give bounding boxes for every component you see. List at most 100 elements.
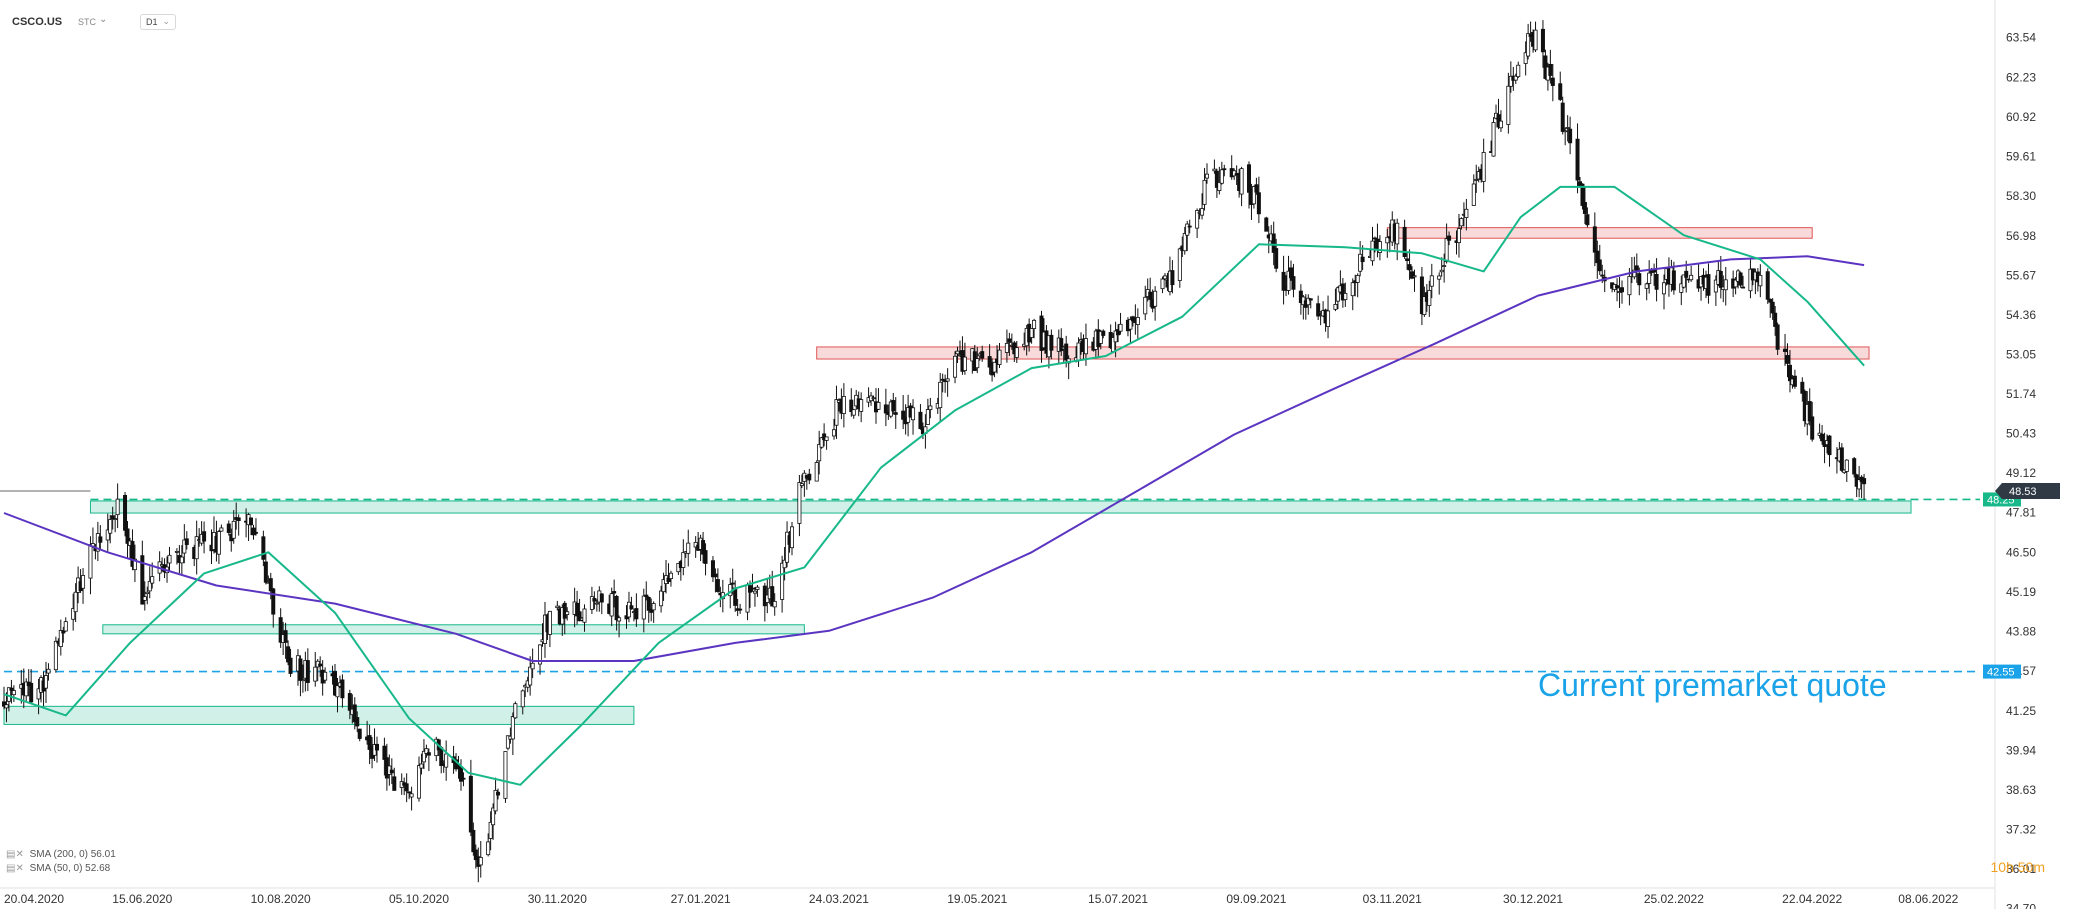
candle-body — [1143, 296, 1148, 315]
candle-body — [1160, 278, 1165, 290]
candle — [891, 392, 896, 415]
candle-body — [145, 591, 150, 594]
candle — [1442, 253, 1447, 283]
candle-body — [750, 587, 755, 590]
candle — [73, 583, 78, 623]
candle — [649, 598, 654, 622]
candle-body — [81, 575, 86, 589]
legend-sma200[interactable]: ▤✕ SMA (200, 0) 56.01 — [6, 849, 116, 860]
candle — [940, 373, 945, 393]
candle-body — [110, 515, 115, 519]
candle-body — [231, 520, 236, 539]
candle — [752, 586, 757, 607]
candle — [594, 599, 599, 612]
candle — [668, 570, 673, 587]
candle — [1101, 329, 1106, 339]
legend-sma50[interactable]: ▤✕ SMA (50, 0) 52.68 — [6, 863, 110, 874]
candle-body — [347, 693, 352, 711]
candle-body — [278, 617, 283, 643]
candle — [710, 556, 715, 583]
last-price-label: 48.53 — [2009, 486, 2037, 498]
candle — [382, 737, 387, 776]
candle-body — [901, 410, 906, 420]
candle-body — [659, 590, 664, 607]
candle-body — [1508, 75, 1513, 87]
y-tick-label: 36.01 — [2006, 862, 2036, 876]
sma200-line — [3, 255, 1865, 662]
candle — [1508, 61, 1513, 93]
candle-body — [184, 538, 189, 545]
y-tick-label: 34.70 — [2006, 902, 2036, 909]
x-tick-label: 30.11.2020 — [528, 892, 587, 906]
candle — [701, 531, 706, 564]
candle-body — [36, 688, 41, 700]
candle-body — [883, 404, 888, 414]
candle — [1246, 161, 1251, 209]
candle-body — [629, 605, 634, 610]
candle — [333, 664, 338, 697]
candle-body — [1738, 272, 1743, 286]
candle — [883, 388, 888, 427]
candle-body — [249, 517, 254, 526]
candle-body — [1182, 233, 1187, 252]
symbol-label[interactable]: CSCO.US — [12, 16, 63, 28]
candle — [1592, 212, 1597, 267]
interval-select[interactable]: D1 ⌄ — [140, 14, 176, 30]
candle — [1219, 161, 1224, 185]
candle-body — [1306, 297, 1311, 306]
candle-body — [174, 550, 179, 553]
candle — [1116, 324, 1121, 343]
candle — [819, 436, 824, 449]
candle-body — [473, 849, 478, 861]
candle — [1471, 174, 1476, 206]
candle — [1202, 167, 1207, 211]
x-tick-label: 15.06.2020 — [112, 892, 172, 906]
candle-body — [1385, 236, 1390, 244]
candle-body — [831, 429, 836, 437]
candle — [298, 655, 303, 697]
candle — [666, 563, 671, 584]
candle-body — [1064, 343, 1069, 361]
candle-body — [1004, 342, 1009, 353]
candle-body — [1689, 274, 1694, 281]
candle — [609, 587, 614, 627]
x-tick-label: 19.05.2021 — [947, 892, 1007, 906]
candle-body — [893, 412, 898, 415]
candle — [1407, 249, 1412, 280]
candle-body — [876, 401, 881, 410]
y-tick-label: 62.23 — [2006, 70, 2036, 84]
candle-body — [389, 769, 394, 774]
candle — [831, 418, 836, 440]
candle-body — [661, 579, 666, 593]
candle-body — [1597, 259, 1602, 272]
candle — [1741, 275, 1746, 289]
candle-body — [577, 611, 582, 622]
candle-body — [807, 473, 812, 481]
candle-body — [486, 841, 491, 856]
candle-body — [305, 660, 310, 683]
candle-body — [150, 576, 155, 584]
candle-body — [113, 518, 118, 521]
candle-body — [1661, 282, 1666, 295]
candle — [780, 555, 785, 613]
candle-body — [1444, 238, 1449, 263]
candle — [53, 636, 58, 673]
candle-body — [980, 351, 985, 359]
candle — [416, 756, 421, 802]
candle — [953, 351, 958, 384]
candle — [355, 711, 360, 733]
candle-body — [471, 829, 476, 853]
candle-body — [1637, 273, 1642, 286]
candle — [140, 540, 145, 605]
candle — [1807, 388, 1812, 426]
candle-body — [123, 495, 128, 531]
chevron-down-icon[interactable]: ⌄ — [99, 14, 108, 25]
candle-body — [953, 355, 958, 378]
candle — [71, 593, 76, 631]
candle — [1049, 329, 1054, 360]
candle — [202, 521, 207, 554]
candle — [1118, 312, 1123, 335]
candle-body — [142, 596, 147, 601]
candle — [505, 735, 510, 751]
